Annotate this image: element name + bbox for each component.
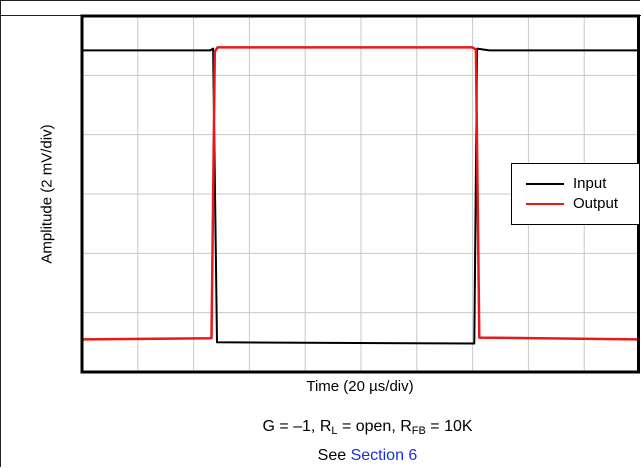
section-link[interactable]: Section 6 <box>350 447 418 464</box>
caption-part-3: = 10K <box>425 418 473 435</box>
legend-swatch-input <box>526 183 564 185</box>
figure-conditions: G = –1, RL = open, RFB = 10K <box>0 418 641 437</box>
legend-label-output: Output <box>573 195 619 212</box>
legend: Input Output <box>511 163 640 225</box>
caption-sub-l: L <box>331 425 338 437</box>
legend-label-input: Input <box>573 175 607 192</box>
legend-swatch-output <box>526 203 564 205</box>
caption-part-2: = open, R <box>337 418 412 435</box>
series-line-input <box>82 47 640 345</box>
plot-traces <box>81 46 641 345</box>
figure-reference: See Section 6 <box>0 447 641 465</box>
caption-sub-fb: FB <box>411 425 426 437</box>
caption-part-1: G = –1, R <box>262 418 332 435</box>
series-line-output <box>81 46 641 341</box>
y-axis-label: Amplitude (2 mV/div) <box>38 124 56 264</box>
x-axis-label: Time (20 µs/div) <box>306 378 414 395</box>
reference-prefix: See <box>317 447 351 464</box>
